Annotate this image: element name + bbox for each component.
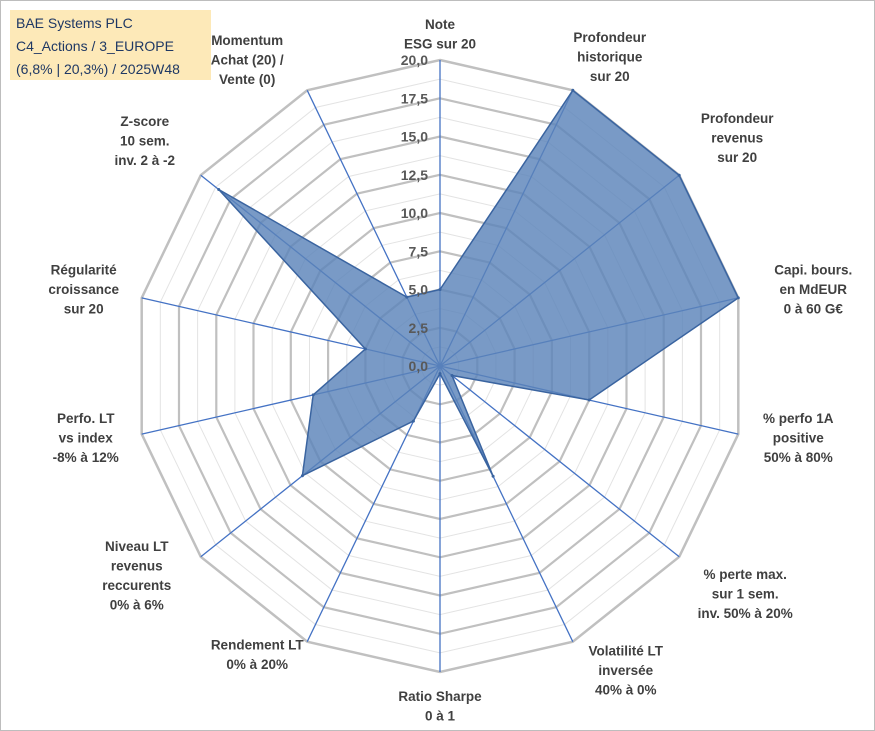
tick-label: 5,0 bbox=[409, 282, 429, 298]
category-label: % perfo 1A positive 50% à 80% bbox=[763, 411, 834, 465]
data-point bbox=[438, 288, 442, 291]
category-label: Régularité croissance sur 20 bbox=[48, 263, 119, 317]
radar-tick-labels: 0,0 2,5 5,0 7,5 10,0 12,5 15,0 17,5 20,0 bbox=[401, 52, 428, 374]
category-label: Note ESG sur 20 bbox=[404, 17, 476, 52]
category-label: Profondeur revenus sur 20 bbox=[701, 111, 774, 165]
data-point bbox=[450, 374, 454, 377]
tick-label: 15,0 bbox=[401, 129, 428, 145]
category-label: Rendement LT 0% à 20% bbox=[211, 638, 305, 673]
tick-label: 12,5 bbox=[401, 167, 428, 183]
tick-label: 17,5 bbox=[401, 90, 428, 106]
category-label: Perfo. LT vs index -8% à 12% bbox=[53, 411, 119, 465]
data-point bbox=[571, 88, 575, 92]
radar-category-labels: Note ESG sur 20 Profondeur historique sur 20… bbox=[48, 17, 852, 724]
data-point bbox=[311, 393, 315, 397]
tick-label: 0,0 bbox=[409, 358, 429, 374]
data-point bbox=[587, 398, 591, 402]
tick-label: 10,0 bbox=[401, 205, 428, 221]
tick-label: 20,0 bbox=[401, 52, 428, 68]
tick-label: 2,5 bbox=[409, 320, 429, 336]
data-point bbox=[491, 474, 495, 478]
data-point bbox=[217, 188, 221, 191]
data-point bbox=[438, 372, 442, 376]
data-point bbox=[405, 295, 409, 299]
data-point bbox=[363, 347, 367, 351]
radar-axis bbox=[439, 365, 680, 558]
radar-series bbox=[217, 88, 740, 478]
category-label: Momentum Achat (20) / Vente (0) bbox=[211, 33, 284, 87]
series-area bbox=[218, 89, 740, 477]
data-point bbox=[677, 173, 681, 177]
data-point bbox=[411, 419, 415, 423]
chart-title-category: C4_Actions / 3_EUROPE bbox=[16, 38, 174, 54]
category-label: Volatilité LT inversée 40% à 0% bbox=[589, 644, 664, 698]
category-label: Capi. bours. en MdEUR 0 à 60 G€ bbox=[774, 263, 852, 317]
tick-label: 7,5 bbox=[409, 243, 429, 259]
data-point bbox=[736, 296, 740, 300]
chart-title-company: BAE Systems PLC bbox=[16, 15, 133, 31]
chart-title-box: BAE Systems PLC C4_Actions / 3_EUROPE (6… bbox=[10, 10, 211, 80]
category-label: Z-score 10 sem. inv. 2 à -2 bbox=[115, 114, 176, 168]
category-label: Ratio Sharpe 0 à 1 bbox=[398, 689, 482, 724]
category-label: Profondeur historique sur 20 bbox=[573, 30, 646, 84]
chart-title-stats: (6,8% | 20,3%) / 2025W48 bbox=[16, 61, 180, 77]
category-label: Niveau LT revenus reccurents 0% à 6% bbox=[102, 539, 171, 613]
data-point bbox=[300, 474, 304, 478]
category-label: % perte max. sur 1 sem. inv. 50% à 20% bbox=[698, 567, 793, 621]
